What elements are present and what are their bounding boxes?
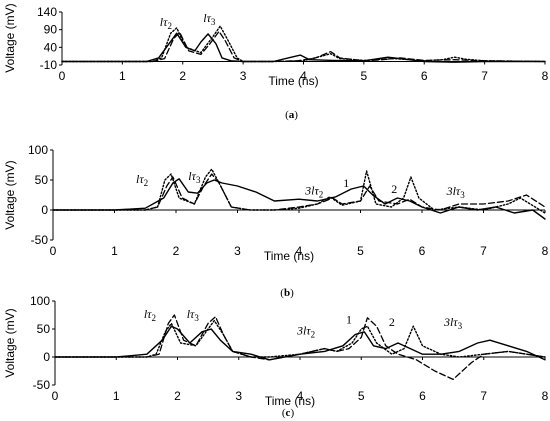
y-tick-label: -50 bbox=[31, 233, 49, 247]
series-line-solid bbox=[61, 32, 546, 63]
panel-a: 140 90 40 -100 1 2 3 4 5 6 7 8 Voltage (mV) Time (ns)… bbox=[3, 3, 549, 121]
x-tick-label: 1 bbox=[111, 244, 118, 258]
x-tick-label: 2 bbox=[174, 389, 181, 403]
y-tick-label: 0 bbox=[41, 203, 48, 217]
x-tick-label: 3 bbox=[240, 69, 247, 83]
x-tick-label: 2 bbox=[179, 69, 186, 83]
x-tick-label: 3 bbox=[235, 389, 242, 403]
y-tick-label: 140 bbox=[37, 5, 57, 19]
annotation-label: 2 bbox=[389, 315, 395, 329]
annotation-label: 1 bbox=[343, 176, 349, 190]
annotation-label: lτ2 bbox=[136, 172, 148, 188]
y-tick-label: -10 bbox=[40, 58, 58, 72]
y-tick-label: 90 bbox=[44, 23, 58, 37]
y-tick-label: 100 bbox=[30, 294, 50, 308]
x-tick-label: 5 bbox=[358, 389, 365, 403]
x-tick-label: 6 bbox=[419, 389, 426, 403]
y-axis-label: Voltage (mV) bbox=[3, 160, 17, 229]
annotation-label: lτ3 bbox=[188, 169, 201, 185]
x-tick-label: 7 bbox=[481, 69, 488, 83]
annotation-label: lτ3 bbox=[187, 307, 200, 323]
y-tick-label: 40 bbox=[44, 40, 58, 54]
y-axis-label: Voltage (mV) bbox=[3, 3, 17, 72]
annotation-label: 3lτ3 bbox=[443, 315, 463, 331]
x-axis-label: Time (ns) bbox=[268, 74, 318, 88]
x-tick-label: 1 bbox=[119, 69, 126, 83]
x-tick-label: 0 bbox=[50, 244, 57, 258]
x-tick-label: 5 bbox=[357, 244, 364, 258]
x-tick-label: 4 bbox=[300, 69, 307, 83]
annotation-label: lτ2 bbox=[160, 15, 172, 31]
annotation-label: 3lτ2 bbox=[296, 324, 315, 340]
x-tick-label: 2 bbox=[173, 244, 180, 258]
x-tick-label: 8 bbox=[542, 389, 549, 403]
x-tick-label: 6 bbox=[421, 69, 428, 83]
series-line-dotted bbox=[54, 319, 546, 358]
x-tick-label: 1 bbox=[113, 389, 120, 403]
x-tick-label: 7 bbox=[480, 244, 487, 258]
x-axis-label: Time (ns) bbox=[264, 249, 314, 263]
series-line-dotted bbox=[52, 168, 546, 214]
annotation-label: lτ3 bbox=[203, 11, 216, 27]
x-tick-label: 4 bbox=[296, 244, 303, 258]
x-tick-label: 8 bbox=[542, 244, 549, 258]
annotation-label: 1 bbox=[346, 312, 352, 326]
panel-label: (a) bbox=[285, 109, 298, 121]
y-tick-label: 50 bbox=[35, 173, 49, 187]
y-tick-label: -50 bbox=[33, 378, 51, 392]
annotation-label: 3lτ3 bbox=[446, 184, 466, 200]
annotation-label: 2 bbox=[391, 182, 397, 196]
x-tick-label: 4 bbox=[297, 389, 304, 403]
x-tick-label: 5 bbox=[361, 69, 368, 83]
y-tick-label: 0 bbox=[43, 350, 50, 364]
series-line-dotted bbox=[61, 25, 546, 63]
x-tick-label: 6 bbox=[419, 244, 426, 258]
x-tick-label: 0 bbox=[52, 389, 59, 403]
panel-label: (b) bbox=[280, 287, 294, 299]
annotation-label: 3lτ2 bbox=[304, 183, 323, 199]
y-tick-label: 100 bbox=[28, 143, 48, 157]
panel-label: (c) bbox=[282, 407, 295, 419]
x-tick-label: 8 bbox=[542, 69, 549, 83]
y-tick-label: 50 bbox=[37, 322, 51, 336]
x-tick-label: 7 bbox=[480, 389, 487, 403]
x-tick-label: 3 bbox=[234, 244, 241, 258]
x-tick-label: 0 bbox=[59, 69, 66, 83]
x-axis-label: Time (ns) bbox=[265, 394, 315, 408]
series-line-solid bbox=[54, 325, 546, 361]
annotation-label: lτ2 bbox=[144, 307, 156, 323]
y-axis-label: Voltage (mV) bbox=[3, 308, 17, 377]
series-line-dashed bbox=[52, 173, 546, 211]
